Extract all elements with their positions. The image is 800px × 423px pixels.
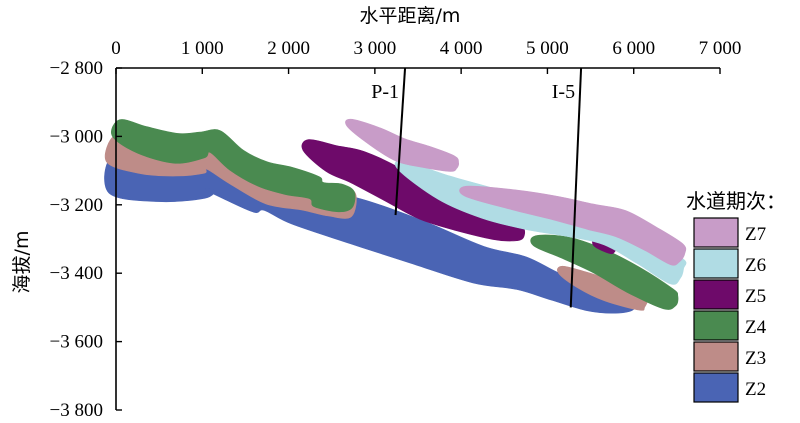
legend-swatch-z7 — [693, 217, 739, 248]
channel-body-z7 — [459, 185, 687, 266]
channel-body-z7 — [345, 118, 459, 172]
y-axis-ticks: −2 800 −3 000 −3 200 −3 400 −3 600 −3 800 — [50, 58, 122, 421]
y-tick-label: −2 800 — [50, 58, 103, 79]
well-traces: P-1 I-5 — [371, 67, 583, 308]
x-tick-label: 7 000 — [699, 38, 742, 59]
y-tick-label: −3 200 — [50, 195, 103, 216]
legend-label-z7: Z7 — [745, 224, 766, 245]
legend-items: Z7 Z6 Z5 Z4 Z3 Z2 — [693, 217, 767, 403]
y-tick-label: −3 600 — [50, 332, 103, 353]
channel-body-z4 — [530, 234, 679, 310]
legend-swatch-z4 — [693, 310, 739, 341]
x-axis-title: 水平距离/m — [360, 5, 461, 27]
legend: 水道期次： Z7 Z6 Z5 Z4 Z3 Z2 — [686, 189, 786, 403]
legend-label-z4: Z4 — [745, 317, 767, 338]
y-tick-label: −3 400 — [50, 263, 103, 284]
channel-bodies — [104, 118, 687, 314]
legend-title: 水道期次： — [686, 189, 786, 213]
well-label-p-1: P-1 — [371, 81, 399, 103]
legend-swatch-z6 — [693, 248, 739, 279]
x-tick-label: 5 000 — [526, 38, 569, 59]
legend-label-z2: Z2 — [745, 379, 766, 400]
legend-label-z6: Z6 — [745, 255, 766, 276]
x-tick-label: 0 — [111, 38, 121, 59]
legend-swatch-z3 — [693, 341, 739, 372]
x-axis-ticks: 0 1 000 2 000 3 000 4 000 5 000 6 000 7 000 — [111, 38, 741, 74]
legend-swatch-z2 — [693, 372, 739, 403]
x-tick-label: 3 000 — [353, 38, 396, 59]
y-tick-label: −3 000 — [50, 126, 103, 147]
well-line-i-5 — [569, 67, 583, 308]
x-tick-label: 4 000 — [440, 38, 483, 59]
x-tick-label: 6 000 — [612, 38, 655, 59]
channel-body-z4 — [111, 119, 356, 213]
x-tick-label: 2 000 — [267, 38, 310, 59]
y-tick-label: −3 800 — [50, 400, 103, 421]
y-axis-title: 海拔/m — [11, 231, 33, 294]
legend-swatch-z5 — [693, 279, 739, 310]
legend-label-z5: Z5 — [745, 286, 766, 307]
well-line-p-1 — [394, 67, 407, 216]
well-label-i-5: I-5 — [552, 81, 575, 103]
legend-label-z3: Z3 — [745, 348, 766, 369]
x-tick-label: 1 000 — [181, 38, 224, 59]
